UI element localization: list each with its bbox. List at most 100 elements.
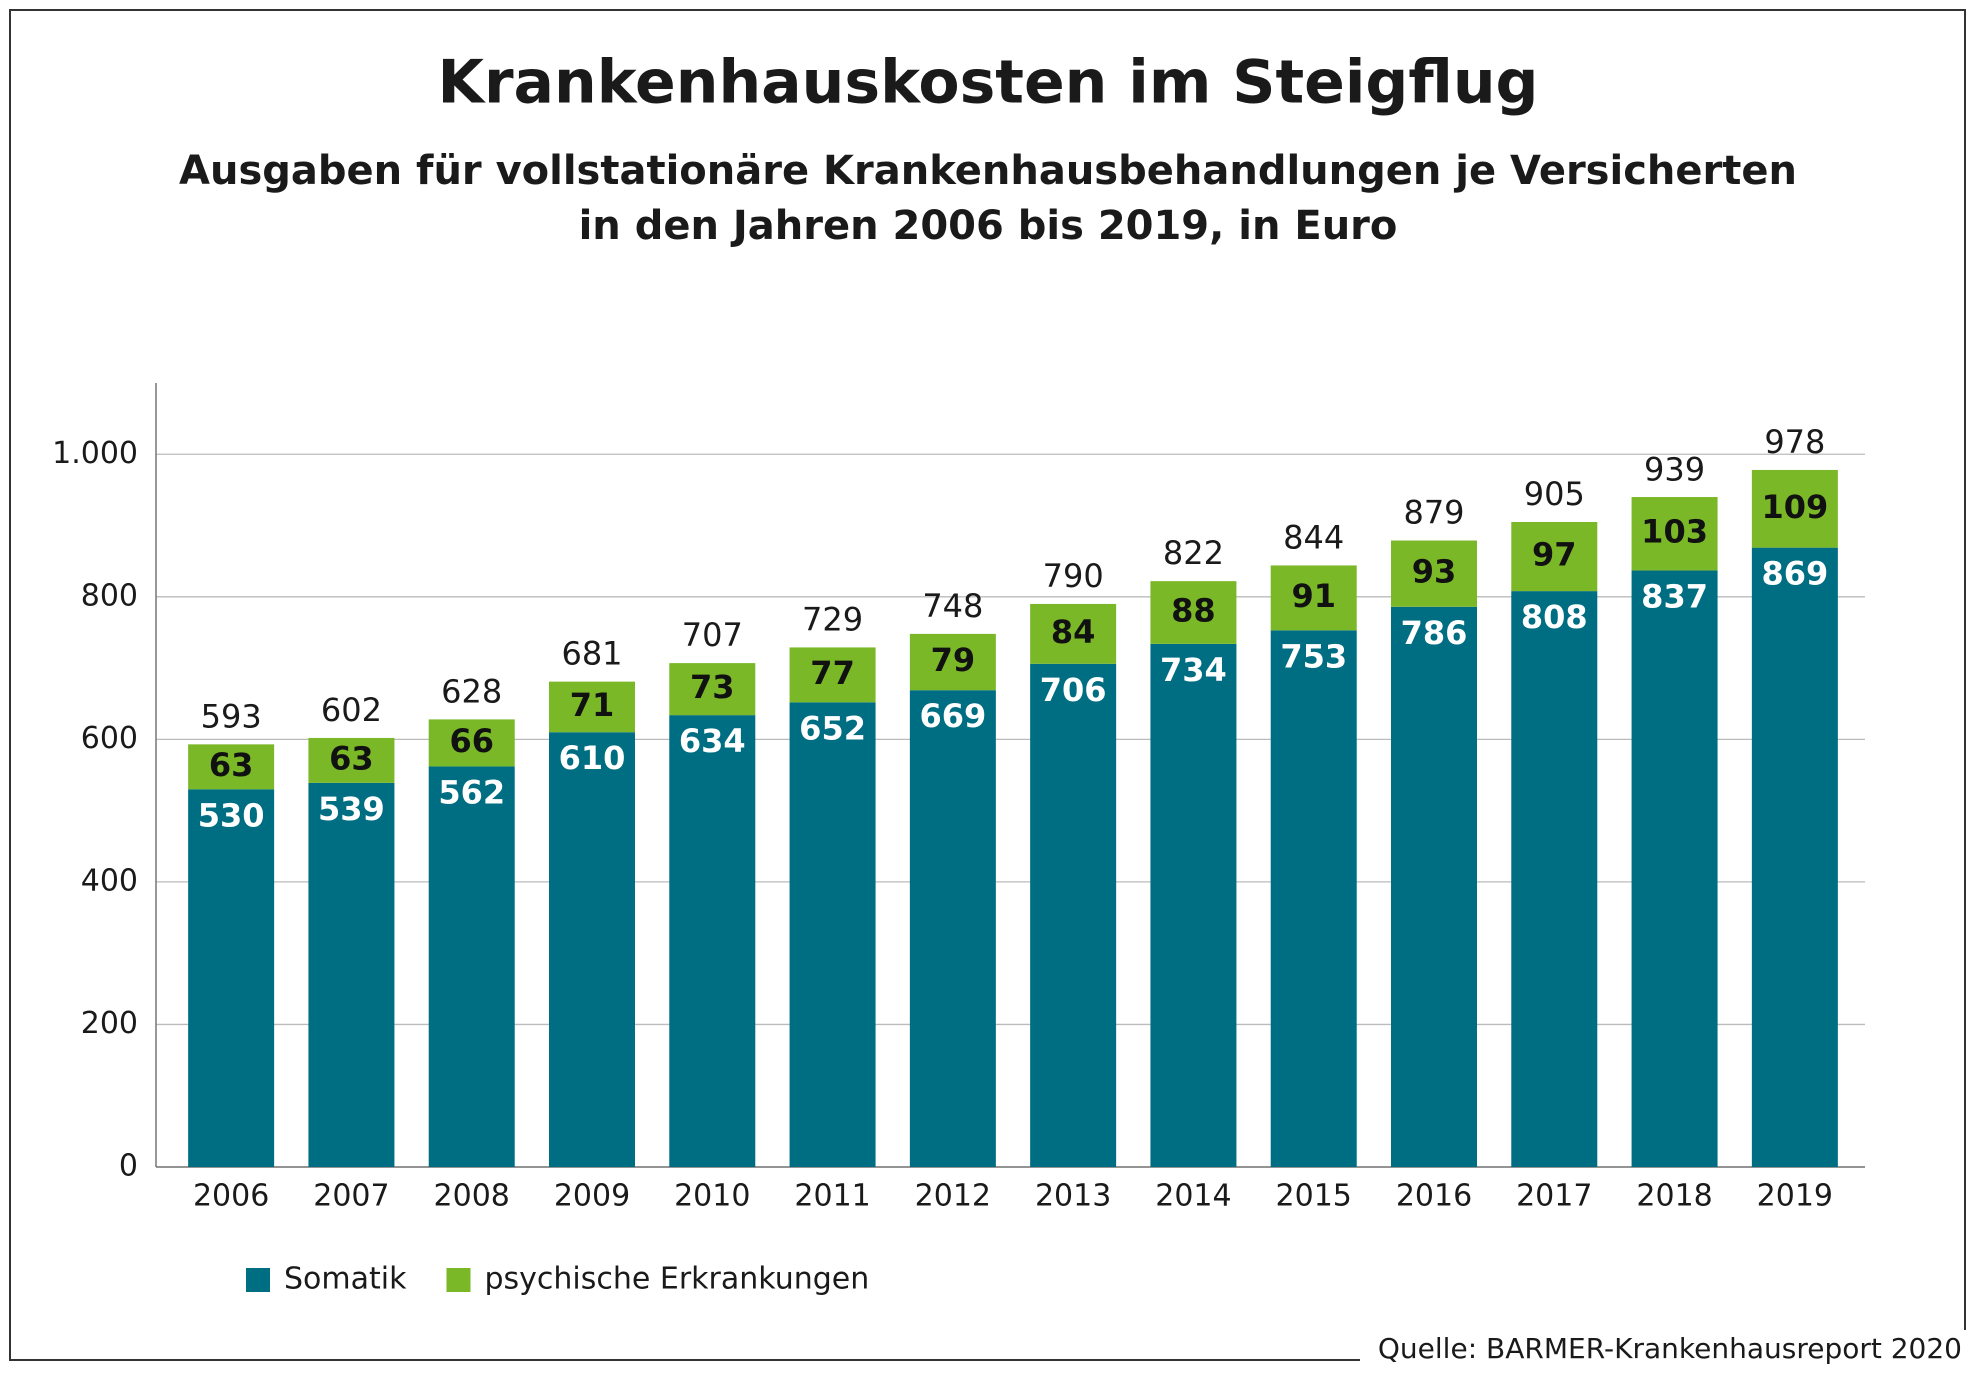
y-tick-label: 200 (81, 1006, 138, 1041)
x-tick-label: 2019 (1757, 1179, 1833, 1214)
bar-segment (1270, 630, 1357, 1167)
y-tick-label: 600 (81, 721, 138, 756)
bar-segment (1511, 591, 1598, 1167)
total-label: 844 (1283, 518, 1344, 556)
bar-segment (789, 647, 876, 703)
total-label: 681 (561, 635, 622, 673)
total-label: 978 (1764, 423, 1825, 461)
value-label: 63 (209, 746, 254, 784)
chart-title: Krankenhauskosten im Steigflug (437, 48, 1538, 118)
bar-segment (188, 744, 275, 790)
legend-label: psychische Erkrankungen (484, 1262, 869, 1297)
total-label: 707 (682, 616, 743, 654)
bar-segment (1391, 606, 1477, 1167)
total-label: 628 (441, 672, 502, 710)
value-label: 88 (1171, 591, 1216, 629)
bar-segment (669, 715, 756, 1167)
bar-segment (1751, 547, 1838, 1167)
value-label: 734 (1160, 651, 1227, 689)
bar-segment (789, 702, 876, 1167)
bar-segment (1150, 581, 1237, 644)
value-label: 73 (690, 668, 735, 706)
bar-segment (669, 663, 756, 716)
value-label: 610 (559, 739, 626, 777)
legend-swatch (246, 1268, 270, 1292)
value-label: 808 (1521, 598, 1588, 636)
value-label: 93 (1412, 553, 1457, 591)
value-label: 530 (198, 796, 265, 834)
value-label: 753 (1280, 637, 1347, 675)
x-tick-label: 2007 (313, 1179, 389, 1214)
legend-swatch (446, 1268, 471, 1292)
value-label: 652 (799, 709, 866, 747)
source-backdrop (1360, 1330, 1970, 1370)
bar-segment (1631, 497, 1718, 571)
value-label: 79 (931, 641, 976, 679)
bar-segment (909, 633, 996, 691)
x-tick-label: 2009 (554, 1179, 630, 1214)
x-tick-label: 2010 (674, 1179, 750, 1214)
total-label: 939 (1644, 451, 1705, 489)
source: Quelle: BARMER-Krankenhausreport 2020 (1378, 1332, 1962, 1365)
bar-segment (188, 789, 275, 1167)
y-tick-label: 400 (81, 863, 138, 898)
bar-segment (1631, 570, 1718, 1167)
chart-subtitle: in den Jahren 2006 bis 2019, in Euro (579, 203, 1398, 249)
bar-segment (1030, 663, 1117, 1167)
total-label: 822 (1163, 534, 1224, 572)
x-tick-label: 2012 (915, 1179, 991, 1214)
total-label: 729 (802, 600, 863, 638)
bar-segment (1751, 469, 1838, 548)
x-tick-label: 2016 (1396, 1179, 1472, 1214)
total-label: 748 (922, 587, 983, 625)
bar-segment (428, 766, 515, 1167)
total-label: 602 (321, 691, 382, 729)
bar-segment (428, 719, 515, 767)
y-tick-label: 0 (119, 1149, 138, 1184)
value-label: 97 (1532, 536, 1577, 574)
value-label: 103 (1641, 513, 1708, 551)
value-label: 669 (919, 697, 986, 735)
value-label: 71 (570, 686, 615, 724)
frame (9, 9, 1966, 1361)
chart-subtitle: Ausgaben für vollstationäre Krankenhausb… (179, 148, 1797, 194)
bar-segment (1391, 540, 1477, 607)
value-label: 109 (1761, 488, 1828, 526)
total-label: 790 (1043, 557, 1104, 595)
x-tick-label: 2011 (794, 1179, 870, 1214)
value-label: 786 (1401, 614, 1468, 652)
value-label: 706 (1040, 671, 1107, 709)
x-tick-label: 2018 (1636, 1179, 1712, 1214)
legend-label: Somatik (284, 1262, 407, 1297)
y-tick-label: 1.000 (52, 436, 138, 471)
total-label: 905 (1524, 475, 1585, 513)
value-label: 837 (1641, 577, 1708, 615)
bar-segment (308, 782, 395, 1167)
value-label: 91 (1291, 577, 1336, 615)
x-tick-label: 2008 (434, 1179, 510, 1214)
bar-segment (909, 690, 996, 1167)
value-label: 77 (810, 654, 855, 692)
x-tick-label: 2017 (1516, 1179, 1592, 1214)
bar-segment (1150, 643, 1237, 1167)
value-label: 66 (449, 722, 494, 760)
x-tick-label: 2013 (1035, 1179, 1111, 1214)
bar-segment (549, 681, 635, 733)
value-label: 869 (1761, 555, 1828, 593)
value-label: 63 (329, 739, 374, 777)
bar-segment (1030, 603, 1117, 664)
bar-segment (308, 737, 395, 783)
total-label: 879 (1403, 494, 1464, 532)
value-label: 539 (318, 790, 385, 828)
y-tick-label: 800 (81, 578, 138, 613)
total-label: 593 (201, 697, 262, 735)
x-tick-label: 2006 (193, 1179, 269, 1214)
value-label: 562 (438, 773, 505, 811)
bar-segment (1511, 521, 1598, 592)
value-label: 84 (1051, 613, 1096, 651)
value-label: 634 (679, 722, 746, 760)
bar-segment (1270, 565, 1357, 631)
x-tick-label: 2015 (1276, 1179, 1352, 1214)
bar-segment (549, 732, 635, 1167)
